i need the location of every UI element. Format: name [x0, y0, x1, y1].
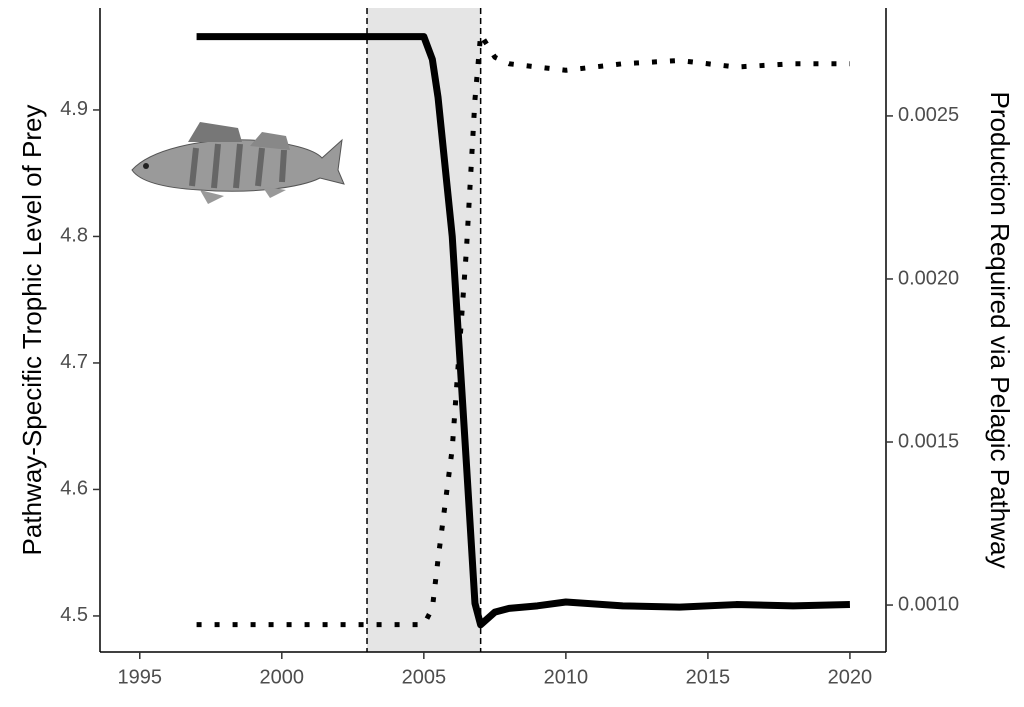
fish-illustration: [131, 122, 345, 204]
y-tick-label: 4.9: [60, 98, 88, 120]
y-tick-label: 4.8: [60, 225, 88, 247]
x-tick-label: 1995: [118, 666, 163, 688]
x-tick-label: 2020: [828, 666, 873, 688]
y2-tick-label: 0.0015: [898, 430, 959, 452]
x-tick-label: 2010: [544, 666, 589, 688]
x-tick-label: 2015: [686, 666, 731, 688]
x-tick-label: 2005: [402, 666, 447, 688]
y2-tick-label: 0.0020: [898, 267, 959, 289]
y-tick-label: 4.5: [60, 604, 88, 626]
x-tick-label: 2000: [260, 666, 305, 688]
y2-tick-label: 0.0010: [898, 593, 959, 615]
y-tick-label: 4.7: [60, 351, 88, 373]
y2-tick-label: 0.0025: [898, 104, 959, 126]
y-tick-label: 4.6: [60, 478, 88, 500]
series-line: [196, 33, 850, 629]
shaded-period: [367, 8, 481, 652]
y2-axis-title: Production Required via Pelagic Pathway: [985, 92, 1015, 569]
series-line: [196, 31, 850, 628]
y-axis-title: Pathway-Specific Trophic Level of Prey: [17, 105, 47, 556]
